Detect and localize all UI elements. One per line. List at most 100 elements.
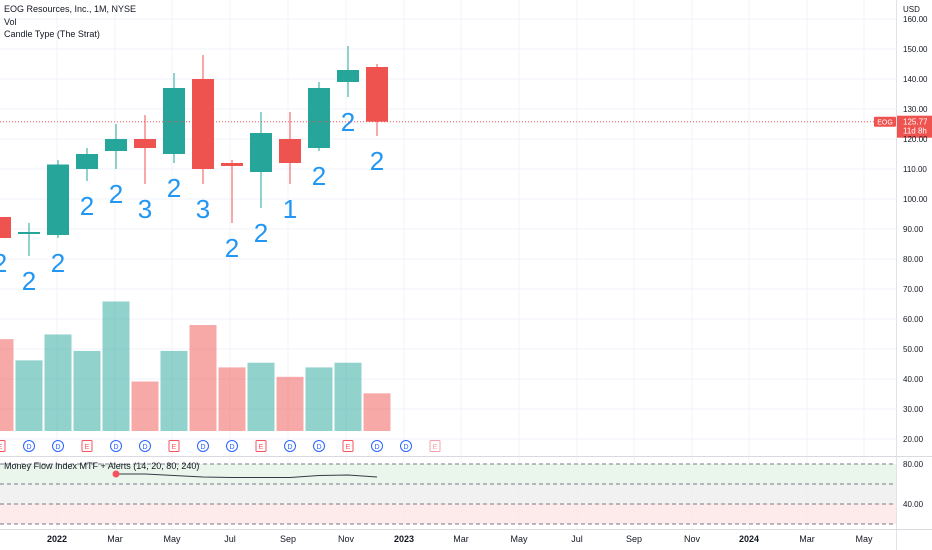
candle-body [105,139,127,151]
time-axis: 2022 Mar May Jul Sep Nov 2023 Mar May Jul Sep Nov 20… [47,534,873,544]
candle-body [18,232,40,234]
volume-bar [218,367,246,431]
volume-bar [15,360,43,431]
mfi-line [116,473,378,478]
earnings-marker-label: E [433,444,438,451]
event-markers: EDDEDDEDDEDDEDDE [0,440,441,452]
candle-body [76,154,98,169]
time-axis-label: 2022 [47,534,67,544]
price-tick-label: 70.00 [903,285,924,294]
time-axis-label: Sep [626,534,642,544]
volume-bar [305,367,333,431]
time-axis-label: Sep [280,534,296,544]
legend-main[interactable]: EOG Resources, Inc., 1M, NYSE [4,4,137,14]
price-tick-label: 150.00 [903,45,928,54]
time-axis-label: Mar [453,534,469,544]
last-price-value: 125.77 [903,118,928,127]
price-tick-label: 160.00 [903,15,928,24]
legend-strat[interactable]: Candle Type (The Strat) [4,29,100,39]
candle-body [337,70,359,82]
price-tick-label: 20.00 [903,435,924,444]
last-price-countdown: 11d 8h [903,127,927,136]
strat-number-label: 2 [0,248,7,278]
earnings-marker [0,440,6,452]
candle-body [0,217,11,238]
earnings-marker-label: E [0,444,3,451]
volume-bar [334,362,362,431]
strat-number-label: 2 [254,218,268,248]
price-tick-label: 120.00 [903,135,928,144]
volume-bar [131,381,159,431]
volume-bar [44,334,72,431]
volume-bar [73,350,101,431]
candle-body [366,67,388,122]
price-tick-label: 100.00 [903,195,928,204]
time-axis-label: 2023 [394,534,414,544]
earnings-marker-label: E [259,444,264,451]
time-axis-label: Jul [224,534,236,544]
strat-number-label: 2 [51,248,65,278]
earnings-marker [168,440,180,452]
dividend-marker [110,440,122,452]
dividend-marker-label: D [403,444,408,451]
volume-bar [247,362,275,431]
strat-number-label: 3 [138,194,152,224]
mfi-middle-zone [0,484,896,504]
mfi-legend[interactable]: Money Flow Index MTF + Alerts (14, 20, 8… [4,461,200,471]
dividend-marker [52,440,64,452]
candle-body [250,133,272,172]
candles [0,46,388,256]
time-axis-label: 2024 [739,534,759,544]
legend-vol[interactable]: Vol [4,17,17,27]
volume-bar [363,393,391,431]
volume-bars [0,301,391,431]
earnings-marker-label: E [172,444,177,451]
strat-labels: 22222323221222 [0,107,384,296]
earnings-marker-label: E [85,444,90,451]
earnings-marker [255,440,267,452]
time-axis-label: Nov [684,534,701,544]
candle-body [192,79,214,169]
time-axis-label: Mar [799,534,815,544]
dividend-marker [23,440,35,452]
candle-body [221,163,243,166]
price-tick-label: 50.00 [903,345,924,354]
strat-number-label: 2 [225,233,239,263]
mfi-alert-dot [112,470,120,478]
earnings-marker [429,440,441,452]
strat-number-label: 2 [167,173,181,203]
dividend-marker-label: D [374,444,379,451]
time-axis-label: May [510,534,528,544]
candle-body [308,88,330,148]
candle-body [134,139,156,148]
last-price-badge [897,115,932,138]
mfi-tick-label: 40.00 [903,500,924,509]
symbol-tag [874,116,896,127]
dividend-marker [226,440,238,452]
strat-number-label: 2 [109,179,123,209]
strat-number-label: 3 [196,194,210,224]
price-axis-separator [896,0,897,550]
dividend-marker-label: D [287,444,292,451]
price-tick-label: 110.00 [903,165,927,174]
panel-separator [0,456,932,457]
mfi-oversold-zone [0,504,896,524]
dividend-marker-label: D [113,444,118,451]
volume-bar [102,301,130,431]
strat-number-label: 1 [283,194,297,224]
candle-body [47,164,69,235]
volume-bar [189,325,217,431]
dividend-marker [313,440,325,452]
strat-number-label: 2 [22,266,36,296]
price-tick-label: 90.00 [903,225,924,234]
dividend-marker [284,440,296,452]
price-tick-label: 80.00 [903,255,924,264]
grid [0,0,896,529]
symbol-tag-label: EOG [877,120,893,127]
price-tick-label: 40.00 [903,375,924,384]
dividend-marker-label: D [229,444,234,451]
dividend-marker-label: D [26,444,31,451]
earnings-marker [81,440,93,452]
